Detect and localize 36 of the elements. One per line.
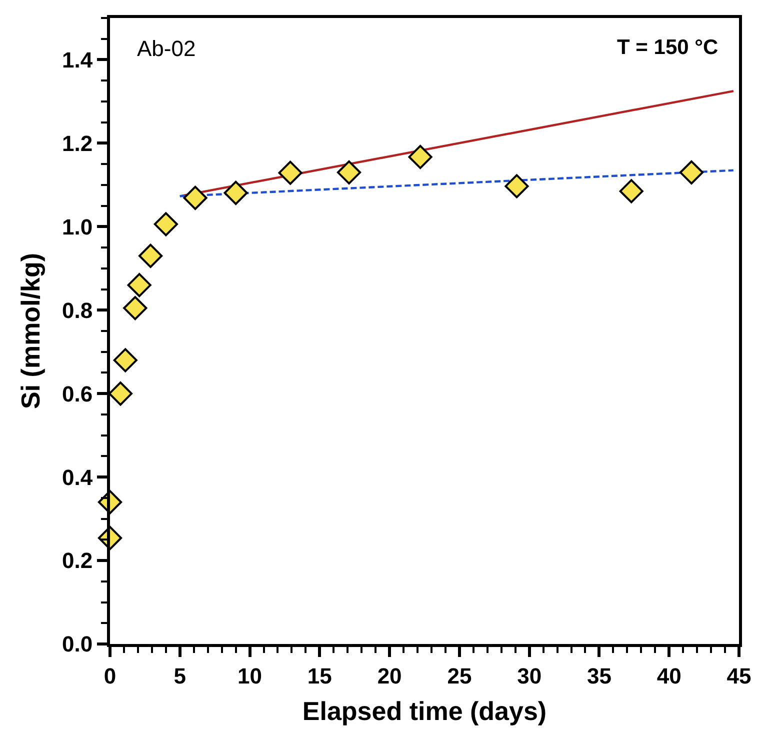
x-tick-label: 45 (726, 663, 752, 688)
point (336, 160, 362, 184)
x-tick-label: 40 (656, 663, 682, 688)
y-tick-label: 1.4 (62, 47, 94, 72)
y-tick-label: 1.0 (62, 214, 93, 240)
x-tick-label: 25 (447, 663, 472, 688)
x-axis-title: Elapsed time (days) (302, 696, 547, 726)
y-tick-label: 1.2 (62, 130, 93, 156)
x-tick-label: 5 (174, 663, 186, 688)
annotation: T = 150 °C (617, 36, 718, 59)
point (278, 160, 302, 185)
y-tick-label: 0.2 (62, 548, 93, 574)
y-tick-label: 0.0 (62, 632, 93, 657)
x-tick-label: 15 (307, 663, 332, 688)
point (619, 179, 644, 204)
y-tick-label: 0.6 (62, 381, 93, 406)
point (408, 144, 432, 170)
y-axis-title: Si (mmol/kg) (15, 252, 46, 410)
x-tick-label: 35 (586, 663, 612, 688)
point (123, 296, 148, 320)
point (154, 212, 178, 236)
point (224, 180, 248, 205)
x-tick-label: 10 (238, 663, 262, 688)
point (108, 382, 133, 406)
point (127, 273, 152, 298)
y-tick-label: 0.8 (62, 298, 93, 323)
point (679, 160, 704, 184)
x-tick-label: 30 (517, 663, 542, 688)
point (183, 186, 208, 210)
annotation: Ab-02 (137, 36, 196, 61)
x-tick-label: 20 (377, 663, 402, 688)
y-tick-label: 0.4 (62, 464, 94, 490)
x-tick-label: 0 (104, 663, 116, 688)
point (138, 244, 163, 268)
point (113, 348, 138, 372)
point (504, 174, 529, 198)
